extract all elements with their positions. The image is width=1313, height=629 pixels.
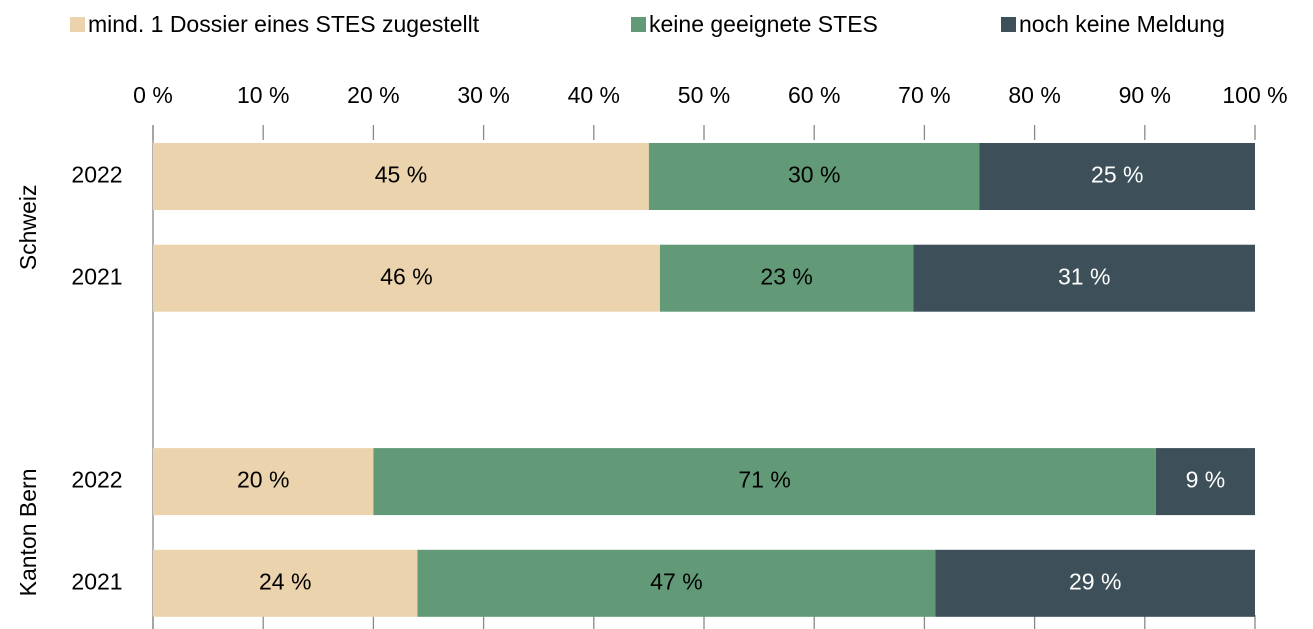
- value-label: 45 %: [375, 162, 427, 188]
- legend-label: mind. 1 Dossier eines STES zugestellt: [88, 11, 480, 37]
- value-label: 46 %: [380, 263, 432, 289]
- y-tick-label: 2021: [71, 263, 122, 289]
- x-tick-label: 100 %: [1222, 82, 1287, 108]
- value-label: 24 %: [259, 568, 311, 594]
- x-tick-label: 0 %: [133, 82, 173, 108]
- group-label: Kanton Bern: [15, 469, 41, 597]
- bar-segment: [935, 549, 1255, 617]
- bar-segment: [153, 244, 660, 312]
- x-tick-label: 60 %: [788, 82, 840, 108]
- value-label: 47 %: [650, 568, 702, 594]
- bar-segment: [153, 549, 418, 617]
- legend-swatch: [70, 17, 85, 32]
- x-tick-label: 30 %: [457, 82, 509, 108]
- bar-segment: [979, 143, 1255, 210]
- x-tick-label: 80 %: [1008, 82, 1060, 108]
- legend-swatch: [1001, 17, 1016, 32]
- bar-segment: [648, 143, 980, 210]
- value-label: 31 %: [1058, 263, 1110, 289]
- value-label: 25 %: [1091, 162, 1143, 188]
- legend-label: noch keine Meldung: [1019, 11, 1225, 37]
- legend-swatch: [631, 17, 646, 32]
- bar-segment: [913, 244, 1255, 312]
- x-tick-label: 70 %: [898, 82, 950, 108]
- value-label: 29 %: [1069, 568, 1121, 594]
- x-tick-label: 40 %: [568, 82, 620, 108]
- bar-segment: [417, 549, 936, 617]
- group-label: Schweiz: [15, 185, 41, 271]
- x-tick-label: 20 %: [347, 82, 399, 108]
- y-tick-label: 2022: [71, 162, 122, 188]
- value-label: 23 %: [760, 263, 812, 289]
- bar-segment: [1155, 448, 1255, 516]
- y-tick-label: 2022: [71, 467, 122, 493]
- legend-label: keine geeignete STES: [649, 11, 878, 37]
- bar-segment: [659, 244, 914, 312]
- bar-segment: [153, 448, 374, 516]
- bar-segment: [373, 448, 1156, 516]
- x-tick-label: 10 %: [237, 82, 289, 108]
- x-tick-label: 90 %: [1119, 82, 1171, 108]
- bar-segment: [153, 143, 649, 210]
- value-label: 20 %: [237, 467, 289, 493]
- value-label: 30 %: [788, 162, 840, 188]
- x-tick-label: 50 %: [678, 82, 730, 108]
- value-label: 9 %: [1186, 467, 1226, 493]
- value-label: 71 %: [738, 467, 790, 493]
- y-tick-label: 2021: [71, 568, 122, 594]
